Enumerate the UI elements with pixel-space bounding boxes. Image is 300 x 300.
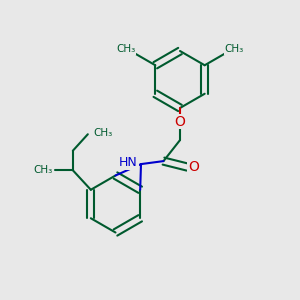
Text: CH₃: CH₃ <box>116 44 136 55</box>
Text: CH₃: CH₃ <box>94 128 113 138</box>
Text: O: O <box>175 115 185 128</box>
Text: CH₃: CH₃ <box>224 44 244 55</box>
Text: O: O <box>188 160 199 174</box>
Text: CH₃: CH₃ <box>33 165 52 175</box>
Text: HN: HN <box>119 156 138 169</box>
